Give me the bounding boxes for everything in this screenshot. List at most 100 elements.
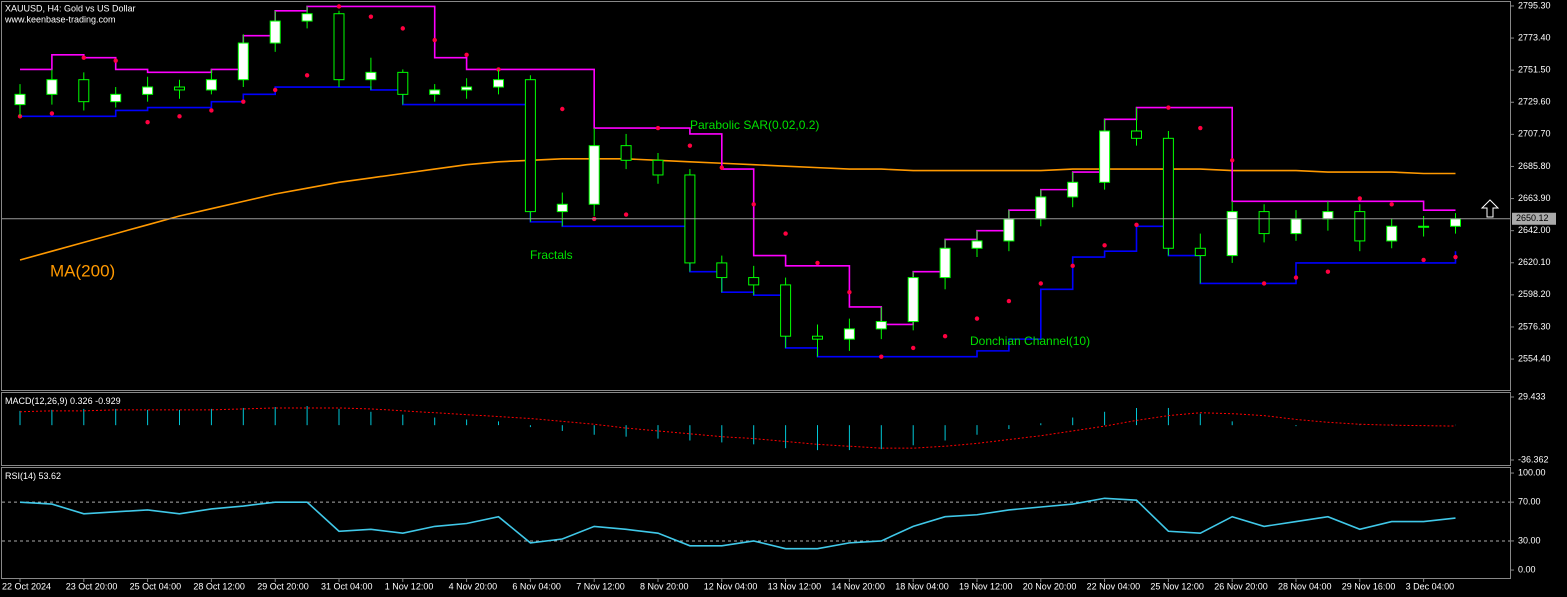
x-tick-label: 12 Nov 04:00	[704, 581, 758, 591]
sar-dot	[1038, 281, 1044, 286]
indicator-label: Parabolic SAR(0.02,0.2)	[690, 118, 819, 132]
sar-dot	[432, 37, 437, 43]
sar-dot	[145, 119, 150, 125]
sar-dot	[1102, 243, 1107, 248]
y-tick-label: 2751.50	[1518, 65, 1551, 75]
x-tick-label: 25 Oct 04:00	[130, 581, 182, 591]
sar-dot	[942, 334, 948, 339]
x-tick-label: 4 Nov 20:00	[449, 581, 498, 591]
candle-body	[971, 240, 983, 249]
sar-dot	[783, 231, 788, 236]
sar-dot	[336, 4, 342, 9]
chart-title: XAUUSD, H4: Gold vs US Dollar	[5, 3, 136, 13]
y-tick-label: 2598.20	[1518, 289, 1551, 299]
sar-dot	[1453, 254, 1458, 260]
indicator-line	[19, 407, 1456, 449]
candle-body	[1386, 225, 1398, 242]
candle-body	[269, 20, 281, 44]
candle-body	[748, 277, 760, 286]
candle-body	[1322, 211, 1334, 220]
x-tick-label: 3 Dec 04:00	[1406, 581, 1455, 591]
sar-dot	[1230, 158, 1235, 163]
candle-body	[493, 79, 504, 88]
sar-dot	[464, 52, 469, 57]
macd-panel-frame	[1, 392, 1511, 466]
sar-dot	[1357, 196, 1363, 201]
sar-dot	[113, 58, 118, 63]
y-tick-label: 2620.10	[1518, 257, 1551, 267]
x-tick-label: 31 Oct 04:00	[321, 581, 373, 591]
candle-body	[110, 93, 122, 103]
sar-dot	[273, 87, 278, 93]
sar-dot	[623, 212, 629, 217]
x-tick-label: 28 Oct 12:00	[193, 581, 245, 591]
price-panel-frame	[1, 1, 1511, 391]
x-tick-label: 26 Nov 20:00	[1214, 581, 1268, 591]
indicator-name: MACD(12,26,9)	[5, 396, 68, 406]
x-tick-label: 13 Nov 12:00	[768, 581, 822, 591]
candle-body	[907, 277, 919, 323]
sar-dot	[655, 125, 661, 131]
indicator-value: 53.62	[39, 471, 62, 481]
y-tick-label: 70.00	[1518, 497, 1541, 507]
y-tick-label: 30.00	[1518, 535, 1541, 545]
sar-dot	[719, 165, 724, 170]
candle-body	[812, 335, 823, 340]
candle-body	[1290, 218, 1302, 235]
candle-body	[46, 79, 58, 95]
candle-body	[78, 79, 90, 103]
candle-body	[875, 321, 887, 330]
y-tick-label: 2576.30	[1518, 321, 1551, 331]
x-tick-label: 22 Oct 2024	[2, 581, 51, 591]
indicator-label: Donchian Channel(10)	[970, 334, 1090, 348]
candle-body	[939, 247, 951, 279]
candle-body	[1258, 211, 1270, 235]
candle-body	[1162, 137, 1174, 249]
x-tick-label: 7 Nov 12:00	[576, 581, 625, 591]
candle-body	[397, 71, 409, 95]
y-tick-label: 2773.40	[1518, 32, 1551, 42]
candle-body	[1418, 225, 1430, 228]
indicator-value: -0.929	[95, 396, 121, 406]
indicator-title: MACD(12,26,9) 0.326 -0.929	[5, 396, 121, 406]
sar-dot	[81, 55, 87, 60]
candle-body	[1067, 181, 1079, 198]
candle-body	[843, 328, 855, 340]
candle-body	[301, 13, 313, 22]
sar-dot	[241, 99, 246, 104]
x-tick-label: 20 Nov 20:00	[1023, 581, 1077, 591]
sar-dot	[1166, 105, 1171, 110]
sar-dot	[1421, 257, 1426, 263]
candle-body	[142, 86, 154, 95]
sar-dot	[49, 111, 55, 116]
y-tick-label: 2685.80	[1518, 161, 1551, 171]
sar-dot	[1389, 202, 1394, 207]
candle-body	[716, 262, 728, 279]
x-tick-label: 8 Nov 20:00	[640, 581, 689, 591]
indicator-name: RSI(14)	[5, 471, 36, 481]
y-tick-label: 100.00	[1518, 467, 1546, 477]
candle-body	[14, 93, 26, 106]
sar-dot	[687, 143, 693, 148]
rsi-panel-frame	[1, 467, 1511, 579]
x-tick-label: 6 Nov 04:00	[512, 581, 561, 591]
y-tick-label: 29.433	[1518, 391, 1546, 401]
sar-dot	[974, 316, 980, 321]
sar-dot	[911, 345, 916, 351]
candle-body	[1354, 211, 1366, 242]
candle-body	[588, 145, 600, 205]
candle-body	[1131, 130, 1142, 139]
candle-body	[1450, 218, 1461, 227]
candle-body	[780, 284, 792, 337]
sar-dot	[815, 260, 820, 266]
indicator-line	[19, 158, 1456, 261]
indicator-value: 0.326	[70, 396, 93, 406]
sar-dot	[304, 73, 310, 78]
x-tick-label: 18 Nov 04:00	[895, 581, 949, 591]
candle-body	[174, 86, 185, 91]
x-tick-label: 1 Nov 12:00	[385, 581, 434, 591]
candle-body	[524, 79, 536, 213]
current-price-label: 2650.12	[1516, 213, 1549, 223]
sar-dot	[560, 106, 565, 112]
